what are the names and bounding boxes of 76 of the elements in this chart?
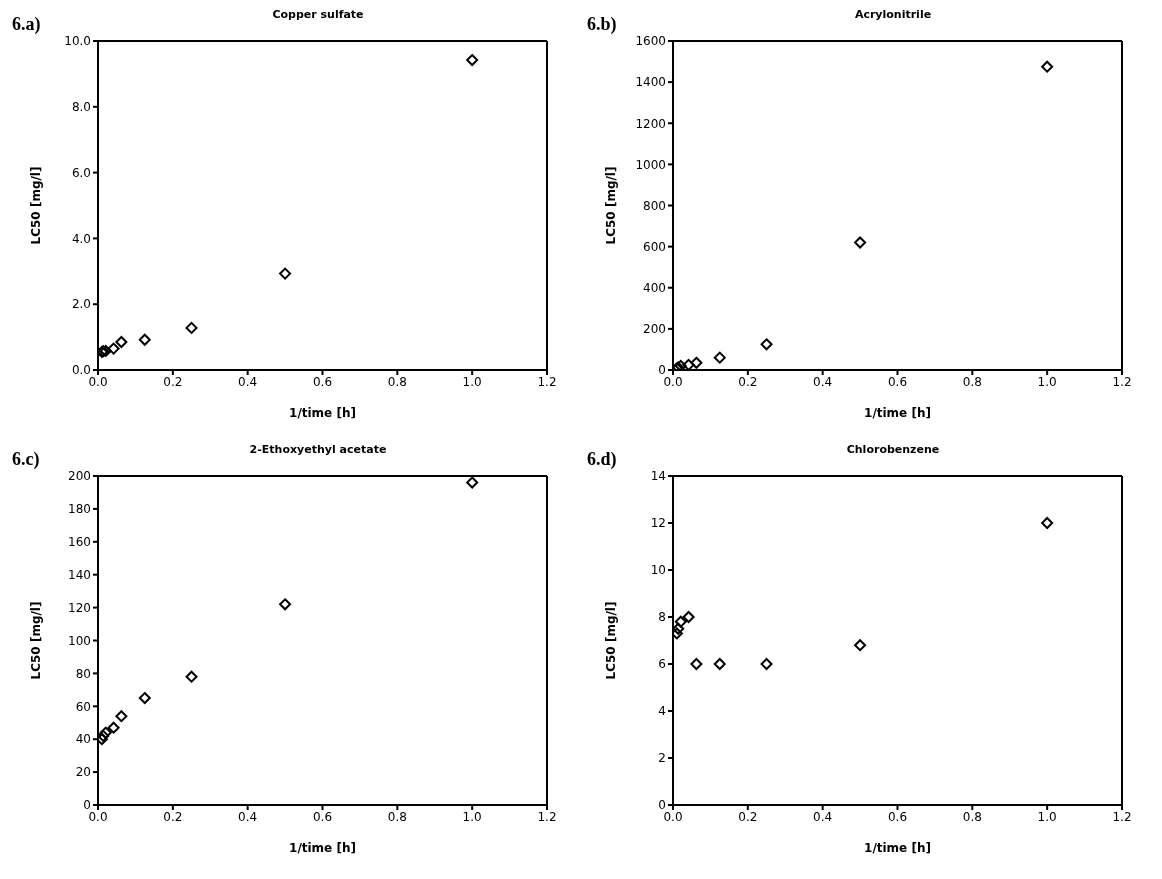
y-tick-label: 0	[83, 798, 91, 813]
x-tick-label: 1.2	[1112, 809, 1132, 824]
x-tick-label: 1.0	[462, 809, 482, 824]
y-tick-label: 2.0	[71, 297, 91, 312]
y-tick-label: 0.0	[71, 363, 91, 378]
x-tick-label: 0.6	[887, 809, 908, 824]
y-tick-label: 400	[643, 281, 666, 296]
text: 6.b)	[587, 14, 617, 35]
y-tick-label: 0	[658, 363, 666, 378]
x-tick-label: 0.0	[88, 374, 108, 389]
x-tick-label: 0.6	[312, 374, 333, 389]
x-tick-label: 0.4	[238, 374, 258, 389]
x-tick-label: 1.2	[537, 809, 557, 824]
y-tick-label: 80	[75, 666, 91, 681]
y-tick-label: 100	[68, 633, 91, 648]
y-axis-title: LC50 [mg/l]	[29, 601, 44, 680]
y-tick-label: 6.0	[71, 165, 91, 180]
x-tick-label: 0.8	[387, 374, 407, 389]
y-tick-label: 1000	[635, 157, 666, 172]
x-tick-label: 0.4	[238, 809, 258, 824]
x-axis-title: 1/time [h]	[864, 405, 931, 420]
x-tick-label: 0.4	[813, 374, 833, 389]
y-tick-label: 1600	[635, 34, 666, 49]
text: 6.c)	[12, 449, 40, 470]
y-tick-label: 1200	[635, 116, 666, 131]
x-tick-label: 0.8	[387, 809, 407, 824]
x-tick-label: 0.2	[163, 374, 183, 389]
y-tick-label: 4	[658, 704, 666, 719]
chart-title: Chlorobenzene	[845, 443, 941, 456]
chart-title: Copper sulfate	[271, 8, 365, 21]
y-axis-title: LC50 [mg/l]	[604, 166, 619, 245]
y-tick-label: 60	[75, 699, 91, 714]
x-tick-label: 0.2	[163, 809, 183, 824]
y-tick-label: 140	[68, 567, 91, 582]
x-tick-label: 0.6	[887, 374, 908, 389]
y-axis-title: LC50 [mg/l]	[29, 166, 44, 245]
y-tick-label: 40	[75, 732, 91, 747]
x-tick-label: 1.2	[537, 374, 557, 389]
x-tick-label: 0.8	[962, 374, 982, 389]
y-tick-label: 180	[68, 502, 91, 517]
y-tick-label: 120	[68, 600, 91, 615]
y-tick-label: 600	[643, 239, 666, 254]
y-tick-label: 4.0	[71, 231, 91, 246]
y-axis-title: LC50 [mg/l]	[604, 601, 619, 680]
chart-title: 2-Ethoxyethyl acetate	[248, 443, 388, 456]
y-tick-label: 10.0	[64, 34, 91, 49]
x-tick-label: 0.0	[88, 809, 108, 824]
x-tick-label: 1.0	[462, 374, 482, 389]
y-tick-label: 12	[650, 516, 666, 531]
y-tick-label: 0	[658, 798, 666, 813]
x-tick-label: 0.2	[738, 374, 758, 389]
y-tick-label: 6	[658, 657, 666, 672]
x-tick-label: 0.8	[962, 809, 982, 824]
x-axis-title: 1/time [h]	[864, 840, 931, 855]
y-tick-label: 800	[643, 198, 666, 213]
x-tick-label: 0.2	[738, 809, 758, 824]
x-axis-title: 1/time [h]	[289, 405, 356, 420]
x-tick-label: 0.4	[813, 809, 833, 824]
y-tick-label: 200	[68, 469, 91, 484]
y-tick-label: 8.0	[71, 100, 91, 115]
y-tick-label: 2	[658, 751, 666, 766]
x-tick-label: 1.0	[1037, 374, 1057, 389]
text: 6.d)	[587, 449, 617, 470]
y-tick-label: 14	[650, 469, 666, 484]
chart-title: Acrylonitrile	[853, 8, 933, 21]
y-tick-label: 1400	[635, 75, 666, 90]
y-tick-label: 20	[75, 765, 91, 780]
text: 6.a)	[12, 14, 41, 35]
y-tick-label: 200	[643, 322, 666, 337]
x-axis-title: 1/time [h]	[289, 840, 356, 855]
y-tick-label: 8	[658, 610, 666, 625]
x-tick-label: 1.0	[1037, 809, 1057, 824]
y-tick-label: 10	[650, 563, 666, 578]
x-tick-label: 1.2	[1112, 374, 1132, 389]
y-tick-label: 160	[68, 535, 91, 550]
x-tick-label: 0.6	[312, 809, 333, 824]
